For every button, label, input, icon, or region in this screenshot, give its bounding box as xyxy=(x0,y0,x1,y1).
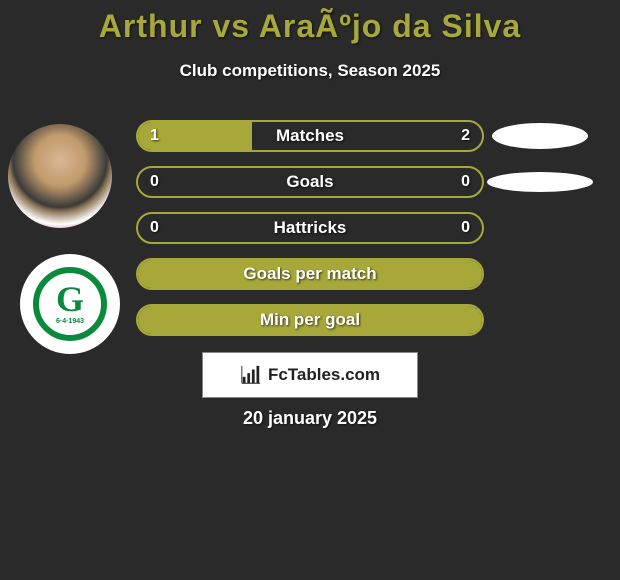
page-title: Arthur vs AraÃºjo da Silva xyxy=(0,0,620,45)
comparison-card: Arthur vs AraÃºjo da Silva Club competit… xyxy=(0,0,620,580)
stat-value-left: 0 xyxy=(150,168,159,196)
stat-value-right: 2 xyxy=(461,122,470,150)
stat-value-left: 0 xyxy=(150,214,159,242)
stats-rows: Matches12Goals00Hattricks00Goals per mat… xyxy=(0,120,620,350)
page-subtitle: Club competitions, Season 2025 xyxy=(0,61,620,81)
stat-row: Hattricks0 0 xyxy=(0,212,620,258)
stat-label: Goals per match xyxy=(138,260,482,288)
stat-bar: Matches1 2 xyxy=(136,120,484,152)
stat-right-indicator xyxy=(492,123,588,149)
stat-bar: Min per goal xyxy=(136,304,484,336)
stat-row: Matches1 2 xyxy=(0,120,620,166)
snapshot-date: 20 january 2025 xyxy=(0,408,620,429)
stat-label: Min per goal xyxy=(138,306,482,334)
stat-row: Goals0 0 xyxy=(0,166,620,212)
stat-bar: Goals0 0 xyxy=(136,166,484,198)
stat-value-right: 0 xyxy=(461,168,470,196)
stat-label: Goals xyxy=(138,168,482,196)
stat-value-right: 0 xyxy=(461,214,470,242)
stat-row: Goals per match xyxy=(0,258,620,304)
site-logo[interactable]: FcTables.com xyxy=(202,352,418,398)
stat-label: Hattricks xyxy=(138,214,482,242)
stat-value-left: 1 xyxy=(150,122,159,150)
site-logo-text: FcTables.com xyxy=(268,365,380,385)
bar-chart-icon xyxy=(240,364,262,386)
stat-row: Min per goal xyxy=(0,304,620,350)
stat-bar: Hattricks0 0 xyxy=(136,212,484,244)
stat-bar: Goals per match xyxy=(136,258,484,290)
stat-right-indicator xyxy=(487,172,593,192)
stat-label: Matches xyxy=(138,122,482,150)
